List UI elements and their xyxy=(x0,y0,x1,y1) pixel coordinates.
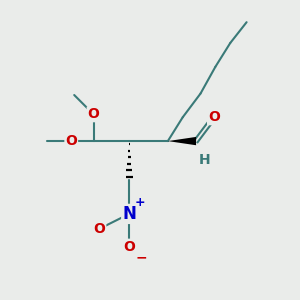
Text: O: O xyxy=(88,107,100,121)
Text: N: N xyxy=(122,205,136,223)
Text: −: − xyxy=(136,250,147,264)
Polygon shape xyxy=(168,137,196,145)
Text: O: O xyxy=(94,222,105,236)
Text: +: + xyxy=(134,196,145,208)
Text: O: O xyxy=(65,134,77,148)
Text: H: H xyxy=(199,152,210,167)
Text: O: O xyxy=(208,110,220,124)
Text: O: O xyxy=(123,240,135,254)
